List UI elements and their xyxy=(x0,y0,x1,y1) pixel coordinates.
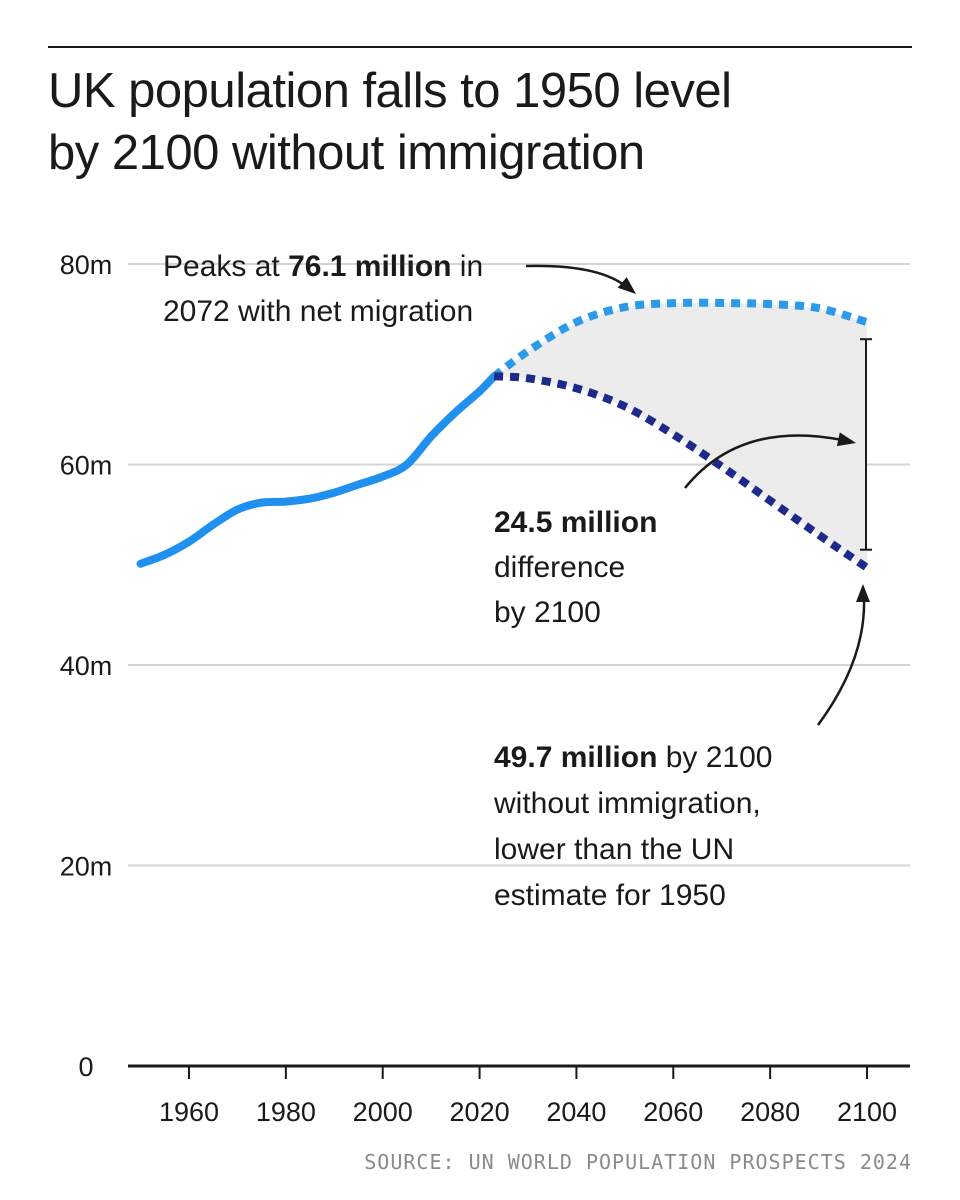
x-tick-label: 2080 xyxy=(740,1097,800,1127)
peak-arrow-line xyxy=(525,264,629,289)
low-arrow-line xyxy=(816,597,866,726)
annotation-run: Peaks at xyxy=(163,250,288,283)
annotation-bold-run: 76.1 million xyxy=(288,250,451,283)
source-note: SOURCE: UN WORLD POPULATION PROSPECTS 20… xyxy=(364,1150,912,1174)
annotation-low-line-3: lower than the UN xyxy=(494,833,734,866)
annotation-run: estimate for 1950 xyxy=(494,879,726,912)
annotation-arrows xyxy=(525,264,870,726)
annotation-run: lower than the UN xyxy=(494,833,734,866)
historical-line xyxy=(136,372,499,568)
x-tick-label: 2000 xyxy=(353,1097,413,1127)
axes: 0 20m 40m 60m 80m 1960 1980 2000 2020 2040 2060 208… xyxy=(60,250,910,1127)
x-tick-label: 1960 xyxy=(159,1097,219,1127)
y-tick-label: 80m xyxy=(60,250,113,280)
x-tick-label: 2100 xyxy=(837,1097,897,1127)
annotation-run: without immigration, xyxy=(493,787,761,820)
chart-title: UK population falls to 1950 level by 210… xyxy=(48,60,912,184)
x-tick-label: 2040 xyxy=(546,1097,606,1127)
annotation-low-line-2: without immigration, xyxy=(493,787,761,820)
low-arrow-head xyxy=(856,584,870,602)
y-tick-label: 0 xyxy=(78,1052,93,1082)
title-line-2: by 2100 without immigration xyxy=(48,126,645,180)
title-line-1: UK population falls to 1950 level xyxy=(48,64,732,118)
annotation-bold-run: 24.5 million xyxy=(494,506,657,539)
top-rule xyxy=(48,46,912,48)
annotation-texts: Peaks at 76.1 million in 2072 with net mi… xyxy=(163,250,772,912)
difference-arrow-head xyxy=(836,432,856,447)
series-lines xyxy=(136,298,870,572)
annotation-low-line-4: estimate for 1950 xyxy=(494,879,726,912)
annotation-difference-line-2: difference xyxy=(494,551,625,584)
annotation-run: 2072 with net migration xyxy=(163,295,473,328)
x-tick-label: 2020 xyxy=(450,1097,510,1127)
annotation-run: by 2100 xyxy=(494,596,601,629)
with-migration-line xyxy=(491,298,869,380)
annotation-run: in xyxy=(451,250,483,283)
y-tick-label: 60m xyxy=(60,451,113,481)
peak-arrow-head xyxy=(617,277,636,294)
difference-bracket xyxy=(860,338,872,551)
y-tick-label: 40m xyxy=(60,651,113,681)
annotation-peak-line-2: 2072 with net migration xyxy=(163,295,473,328)
annotation-bold-run: 49.7 million xyxy=(494,741,657,774)
x-tick-label: 2060 xyxy=(643,1097,703,1127)
x-tick-label: 1980 xyxy=(256,1097,316,1127)
annotation-run: by 2100 xyxy=(657,741,772,774)
difference-arrow-line xyxy=(684,434,843,489)
annotation-difference-line-3: by 2100 xyxy=(494,596,601,629)
annotation-run: difference xyxy=(494,551,625,584)
y-tick-label: 20m xyxy=(60,852,113,882)
annotation-difference-line-1: 24.5 million xyxy=(494,506,657,539)
annotation-low-line-1: 49.7 million by 2100 xyxy=(494,741,772,774)
annotation-peak-line-1: Peaks at 76.1 million in xyxy=(163,250,483,283)
